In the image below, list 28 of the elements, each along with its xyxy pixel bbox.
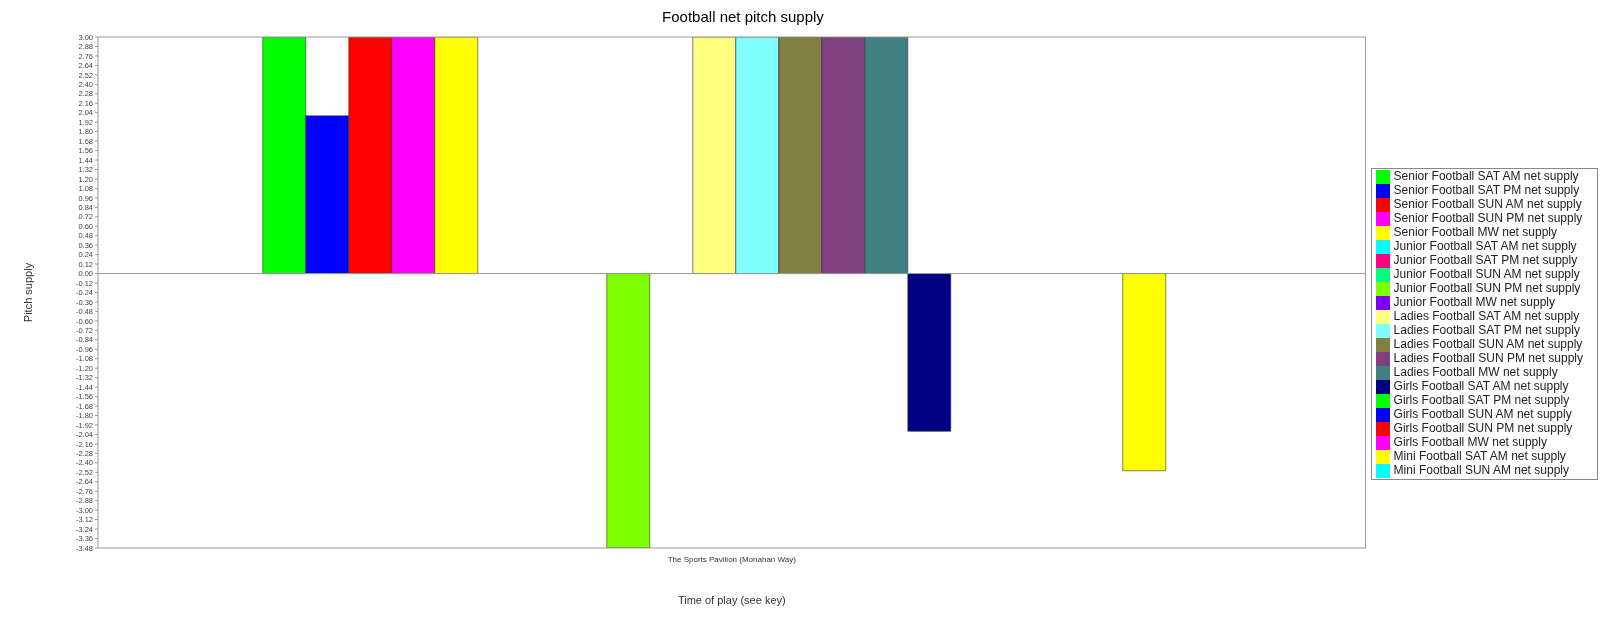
legend-label: Girls Football SAT AM net supply <box>1393 379 1569 394</box>
legend-label: Senior Football MW net supply <box>1393 225 1557 240</box>
legend-label: Senior Football SAT PM net supply <box>1393 183 1580 198</box>
bar <box>1122 273 1167 472</box>
x-axis-title: Time of play (see key) <box>677 594 786 606</box>
legend-label: Girls Football SUN PM net supply <box>1393 421 1573 436</box>
legend-label: Senior Football SUN AM net supply <box>1393 197 1582 212</box>
legend-label: Mini Football SUN AM net supply <box>1393 463 1569 478</box>
legend-label: Junior Football SUN AM net supply <box>1393 267 1580 282</box>
legend-label: Junior Football MW net supply <box>1393 295 1555 310</box>
legend-label: Ladies Football SAT AM net supply <box>1393 309 1580 324</box>
bar <box>606 273 651 548</box>
x-tick-label: The Sports Pavilion (Monahan Way) <box>667 554 797 564</box>
legend-label: Ladies Football SAT PM net supply <box>1393 323 1580 338</box>
chart-title: Football net pitch supply <box>661 8 825 27</box>
legend-label: Ladies Football SUN PM net supply <box>1393 351 1583 366</box>
legend-label: Girls Football MW net supply <box>1393 435 1547 450</box>
legend-label: Ladies Football MW net supply <box>1393 365 1558 380</box>
legend-label: Junior Football SAT AM net supply <box>1393 239 1577 254</box>
legend-label: Mini Football SAT AM net supply <box>1393 449 1566 464</box>
legend-label: Girls Football SAT PM net supply <box>1393 393 1570 408</box>
legend-label: Senior Football SUN PM net supply <box>1393 211 1583 226</box>
legend-label: Junior Football SUN PM net supply <box>1393 281 1581 296</box>
legend-label: Junior Football SAT PM net supply <box>1393 253 1578 268</box>
legend-label: Girls Football SUN AM net supply <box>1393 407 1572 422</box>
y-axis-title: Pitch supply <box>21 262 34 323</box>
legend-label: Senior Football SAT AM net supply <box>1393 169 1579 184</box>
legend-label: Ladies Football SUN AM net supply <box>1393 337 1583 352</box>
